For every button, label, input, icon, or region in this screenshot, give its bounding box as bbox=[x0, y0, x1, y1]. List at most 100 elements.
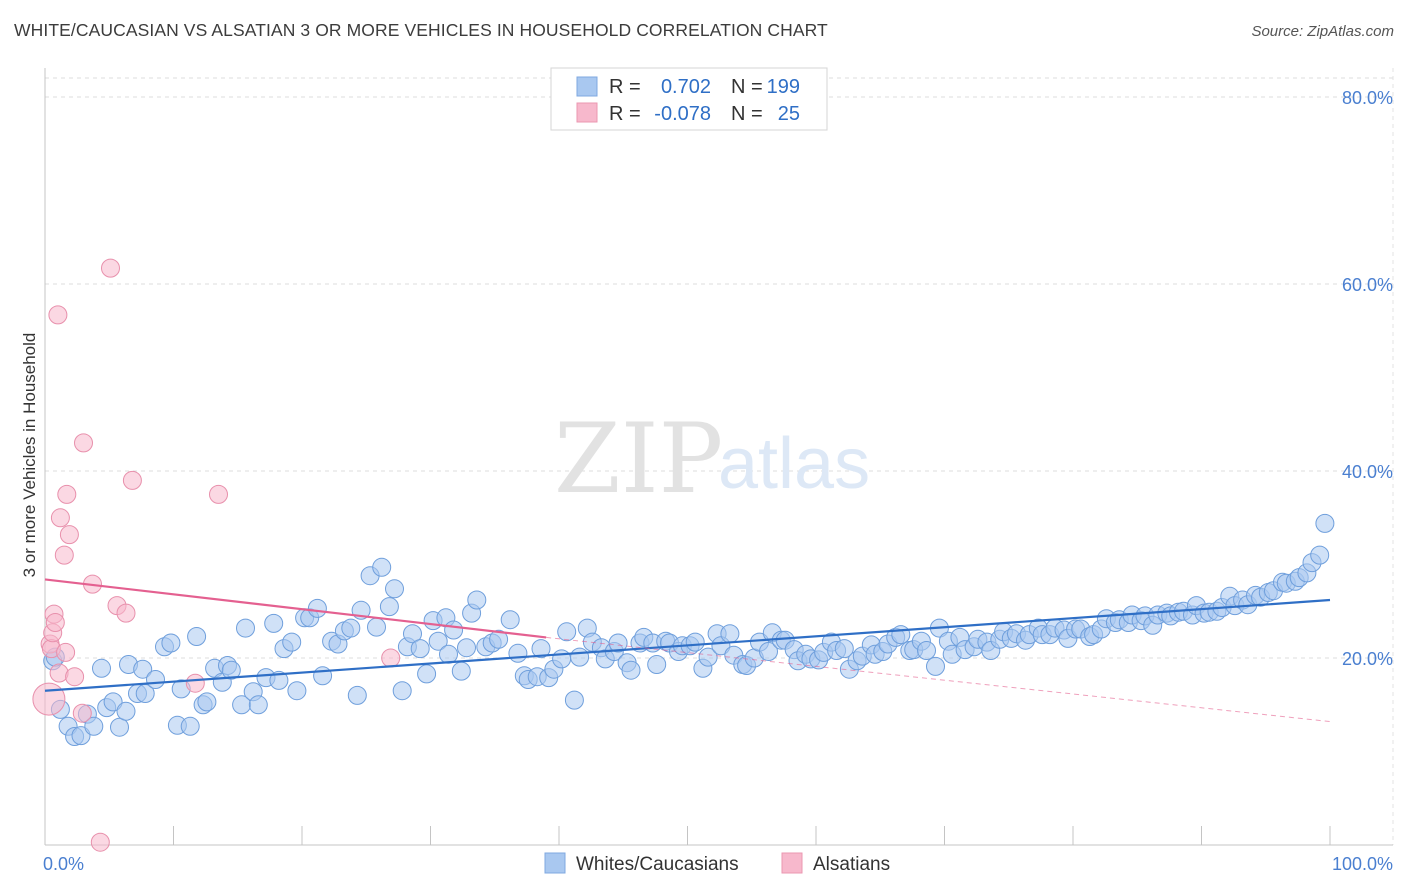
point-alsatians-5 bbox=[45, 613, 65, 632]
bottom-legend-swatch-whites bbox=[544, 852, 566, 874]
legend-swatch-whites bbox=[576, 76, 598, 97]
point-whites-112 bbox=[759, 642, 778, 661]
point-alsatians-12 bbox=[59, 525, 79, 545]
point-whites-51 bbox=[367, 617, 386, 637]
legend-r-label-alsatians: R = bbox=[609, 103, 641, 125]
y-tick-labels: 20.0% 40.0% 60.0% 80.0% bbox=[1342, 88, 1393, 669]
trend-line-dashed-alsatians bbox=[546, 636, 1331, 723]
point-whites-54 bbox=[385, 579, 404, 599]
point-alsatians-6 bbox=[48, 305, 68, 325]
y-tick-label-3: 80.0% bbox=[1342, 88, 1393, 108]
point-whites-83 bbox=[570, 647, 590, 667]
point-whites-43 bbox=[313, 666, 333, 686]
legend-r-label-whites: R = bbox=[609, 76, 641, 98]
trend-line-alsatians bbox=[44, 578, 547, 639]
legend-r-value-alsatians: -0.078 bbox=[654, 103, 711, 125]
point-whites-52 bbox=[372, 557, 392, 577]
point-whites-7 bbox=[84, 716, 104, 736]
point-whites-57 bbox=[403, 624, 422, 644]
point-whites-133 bbox=[891, 625, 911, 645]
y-tick-label-0: 20.0% bbox=[1342, 649, 1393, 669]
point-alsatians-8 bbox=[50, 508, 70, 528]
point-whites-72 bbox=[500, 610, 520, 630]
bottom-legend-label-whites: Whites/Caucasians bbox=[576, 854, 739, 875]
legend-n-value-whites: 199 bbox=[767, 76, 800, 98]
point-alsatians-11 bbox=[57, 484, 77, 504]
legend: R = 0.702 N = 199 R = -0.078 N = 25 bbox=[550, 67, 828, 131]
point-whites-8 bbox=[92, 658, 111, 678]
point-whites-71 bbox=[489, 629, 509, 649]
point-whites-5 bbox=[71, 726, 91, 746]
scatter-points bbox=[32, 258, 1335, 852]
point-whites-101 bbox=[685, 632, 705, 652]
point-whites-77 bbox=[531, 639, 551, 659]
point-whites-81 bbox=[557, 622, 577, 642]
gridlines bbox=[45, 68, 1394, 845]
legend-swatch-alsatians bbox=[576, 102, 598, 123]
point-whites-12 bbox=[116, 701, 136, 721]
point-whites-137 bbox=[917, 641, 936, 660]
point-whites-61 bbox=[428, 631, 448, 651]
point-alsatians-23 bbox=[209, 484, 228, 504]
point-whites-91 bbox=[621, 660, 641, 680]
point-whites-23 bbox=[187, 627, 207, 646]
bottom-legend-label-alsatians: Alsatians bbox=[813, 854, 890, 875]
point-whites-17 bbox=[146, 670, 165, 689]
point-alsatians-15 bbox=[74, 433, 93, 453]
point-alsatians-13 bbox=[65, 667, 85, 687]
bottom-legend-swatch-alsatians bbox=[781, 852, 803, 874]
point-whites-35 bbox=[264, 613, 284, 633]
point-whites-80 bbox=[552, 649, 572, 669]
point-alsatians-22 bbox=[185, 673, 205, 693]
point-whites-103 bbox=[698, 647, 718, 667]
point-whites-66 bbox=[457, 638, 476, 658]
point-whites-59 bbox=[417, 664, 437, 684]
point-whites-73 bbox=[508, 643, 528, 663]
point-whites-53 bbox=[379, 597, 399, 617]
x-tick-label-0: 0.0% bbox=[43, 854, 84, 874]
point-whites-25 bbox=[197, 692, 217, 712]
watermark: ZIP atlas bbox=[554, 403, 870, 515]
point-whites-124 bbox=[834, 639, 854, 659]
point-whites-95 bbox=[647, 655, 667, 674]
chart-title: WHITE/CAUCASIAN VS ALSATIAN 3 OR MORE VE… bbox=[14, 20, 828, 40]
legend-n-label-alsatians: N = bbox=[731, 103, 763, 125]
legend-n-value-alsatians: 25 bbox=[778, 103, 800, 125]
bottom-legend: Whites/Caucasians Alsatians bbox=[544, 852, 890, 875]
point-whites-42 bbox=[307, 598, 327, 618]
point-whites-29 bbox=[221, 660, 241, 680]
point-whites-11 bbox=[110, 717, 129, 737]
point-whites-64 bbox=[444, 620, 464, 640]
point-alsatians-21 bbox=[122, 470, 142, 490]
point-whites-63 bbox=[439, 644, 458, 664]
point-whites-39 bbox=[287, 681, 307, 701]
point-whites-31 bbox=[236, 618, 255, 638]
point-whites-68 bbox=[467, 590, 487, 610]
y-tick-label-2: 60.0% bbox=[1342, 275, 1393, 295]
point-whites-19 bbox=[161, 633, 181, 653]
point-whites-22 bbox=[180, 716, 200, 736]
x-tick-labels: 0.0% 100.0% bbox=[43, 854, 1393, 874]
point-whites-55 bbox=[392, 681, 412, 701]
legend-n-label-whites: N = bbox=[731, 76, 763, 98]
point-whites-33 bbox=[248, 695, 268, 715]
point-whites-138 bbox=[926, 656, 945, 676]
point-whites-58 bbox=[410, 639, 430, 659]
watermark-zip: ZIP bbox=[554, 403, 723, 515]
point-alsatians-0 bbox=[32, 682, 66, 716]
x-tick-label-1: 100.0% bbox=[1332, 854, 1393, 874]
point-alsatians-18 bbox=[101, 258, 120, 278]
point-alsatians-17 bbox=[90, 832, 110, 852]
point-alsatians-14 bbox=[72, 703, 92, 723]
point-whites-82 bbox=[564, 690, 584, 710]
point-alsatians-7 bbox=[49, 663, 69, 683]
point-whites-47 bbox=[341, 618, 361, 638]
point-whites-48 bbox=[347, 685, 367, 705]
point-whites-36 bbox=[269, 670, 289, 690]
point-whites-38 bbox=[282, 632, 302, 652]
point-whites-89 bbox=[608, 633, 628, 653]
trend-line-whites bbox=[44, 598, 1331, 692]
point-alsatians-10 bbox=[56, 642, 76, 662]
point-whites-198 bbox=[1310, 545, 1330, 565]
